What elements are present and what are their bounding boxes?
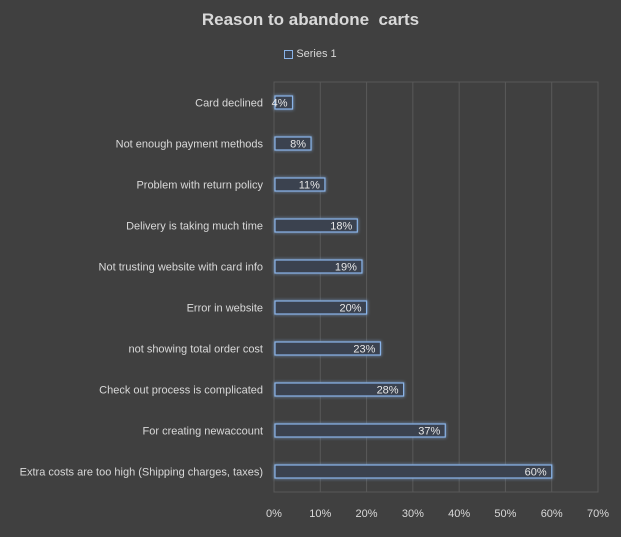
legend: Series 1	[0, 48, 621, 60]
x-tick-label: 40%	[448, 508, 470, 520]
category-label: Extra costs are too high (Shipping charg…	[20, 467, 263, 479]
category-label: Check out process is complicated	[99, 385, 263, 397]
data-label: 19%	[335, 262, 357, 274]
data-label: 37%	[418, 426, 440, 438]
x-tick-label: 0%	[266, 508, 282, 520]
data-label: 4%	[272, 98, 288, 110]
category-label: Delivery is taking much time	[126, 221, 263, 233]
category-label: Not trusting website with card info	[99, 262, 263, 274]
chart-title: Reason to abandone carts	[201, 10, 420, 29]
category-label: Problem with return policy	[136, 180, 263, 192]
bar	[274, 95, 294, 110]
bar	[274, 300, 368, 315]
bar	[274, 341, 382, 356]
x-tick-label: 50%	[494, 508, 516, 520]
data-label: 23%	[353, 344, 375, 356]
data-label: 60%	[525, 467, 547, 479]
data-label: 18%	[330, 221, 352, 233]
bar	[274, 218, 358, 233]
data-label: 20%	[340, 303, 362, 315]
legend-label: Series 1	[296, 48, 337, 60]
bar	[274, 382, 405, 397]
category-label: For creating newaccount	[143, 426, 263, 438]
category-label: not showing total order cost	[128, 344, 263, 356]
bar	[274, 423, 446, 438]
data-label: 8%	[290, 139, 306, 151]
data-label: 28%	[377, 385, 399, 397]
x-tick-label: 30%	[402, 508, 424, 520]
x-tick-label: 20%	[356, 508, 378, 520]
bar	[274, 464, 553, 479]
data-label: 11%	[299, 180, 320, 192]
x-tick-label: 60%	[541, 508, 563, 520]
bar	[274, 259, 363, 274]
category-label: Card declined	[195, 98, 263, 110]
x-tick-label: 70%	[587, 508, 609, 520]
category-label: Not enough payment methods	[116, 139, 264, 151]
bar	[274, 177, 326, 192]
legend-swatch	[284, 49, 294, 59]
x-tick-label: 10%	[309, 508, 331, 520]
category-label: Error in website	[187, 303, 263, 315]
bar	[274, 136, 312, 151]
